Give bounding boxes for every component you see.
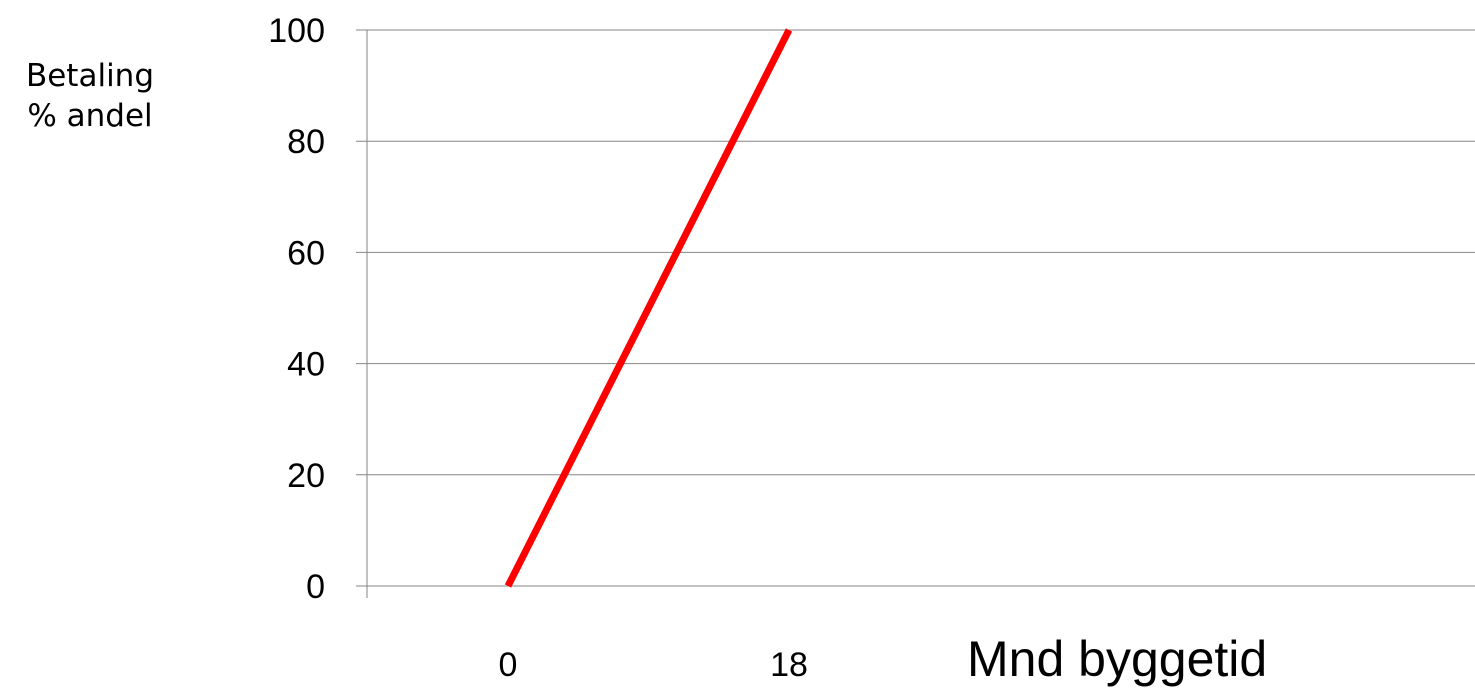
y-tick-label-80: 80 xyxy=(287,123,325,161)
series-layer xyxy=(504,28,793,588)
y-tick-labels: 0 20 40 60 80 100 xyxy=(268,12,325,606)
y-axis-label: Betaling % andel xyxy=(10,56,170,136)
x-tick-labels: 0 18 xyxy=(499,646,808,684)
y-axis-label-line-2: % andel xyxy=(27,98,153,134)
y-tick-label-60: 60 xyxy=(287,234,325,272)
y-tick-label-20: 20 xyxy=(287,457,325,495)
x-tick-label-18: 18 xyxy=(770,646,808,684)
series-line-0 xyxy=(504,28,793,588)
y-tick-label-0: 0 xyxy=(306,568,325,606)
x-tick-label-0: 0 xyxy=(499,646,518,684)
y-tick-label-100: 100 xyxy=(268,12,325,50)
y-tick-label-40: 40 xyxy=(287,346,325,384)
x-axis-label: Mnd byggetid xyxy=(967,631,1267,687)
y-axis-label-line-1: Betaling xyxy=(25,58,155,94)
gridlines xyxy=(356,29,1475,587)
